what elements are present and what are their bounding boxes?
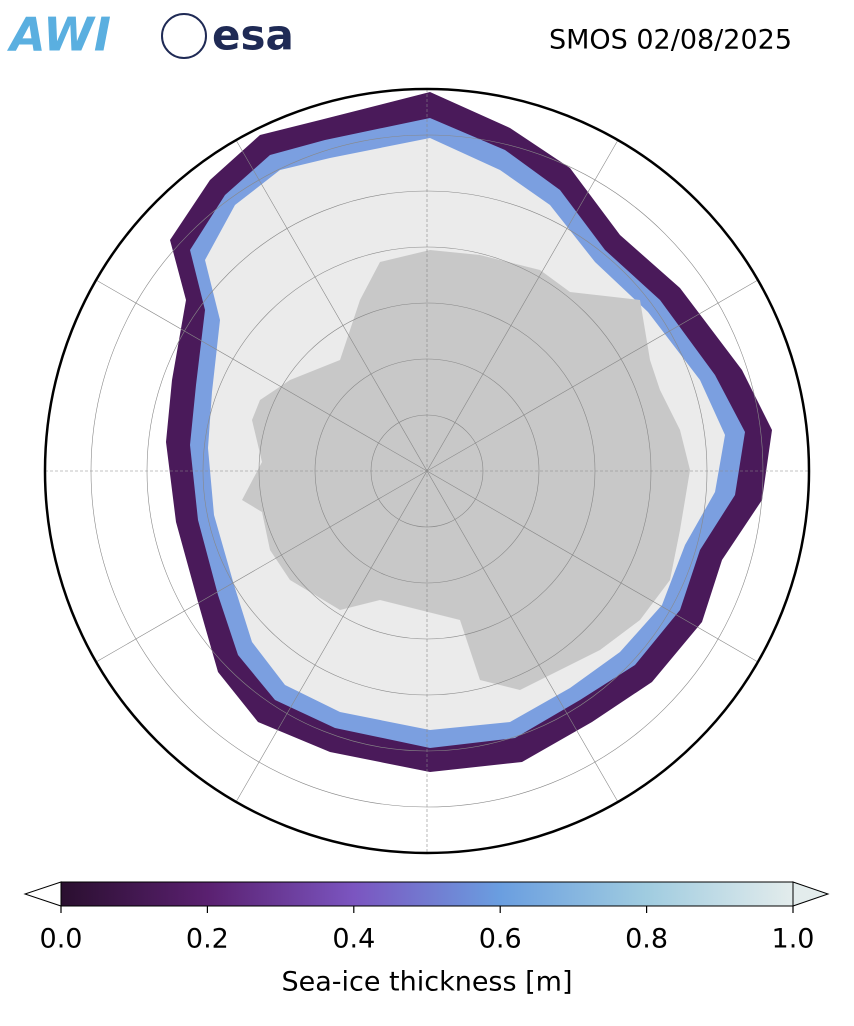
colorbar-tick-label: 0.2 [186,924,229,955]
colorbar-extend-low [23,881,62,907]
colorbar-tick-label: 0.6 [479,924,522,955]
colorbar-tick-label: 1.0 [772,924,815,955]
graticule [45,89,809,853]
colorbar-tick-label: 0.8 [625,924,668,955]
map [45,89,809,853]
colorbar-label: Sea-ice thickness [m] [281,967,572,998]
map-title: SMOS 02/08/2025 [549,25,792,56]
antarctica [242,250,690,690]
colorbar [60,881,794,907]
awi-logo: AWI [7,8,111,62]
esa-logo: esa [212,11,294,60]
colorbar-tick-label: 0.0 [40,924,83,955]
colorbar-tick-label: 0.4 [332,924,375,955]
colorbar-extend-high [792,881,830,907]
esa-logo-mark [161,13,207,59]
map-frame [43,87,811,855]
